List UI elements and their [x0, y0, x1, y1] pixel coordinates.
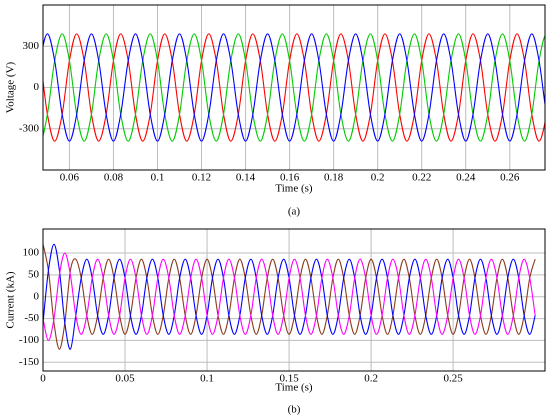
- x-tick-label: 0.18: [324, 172, 344, 184]
- y-tick-label: 50: [28, 268, 40, 280]
- x-tick-label: 0.22: [412, 172, 431, 184]
- y-tick-label: 100: [23, 247, 40, 259]
- wave-line: [43, 244, 536, 350]
- waves: [43, 243, 536, 350]
- y-tick-label: 300: [23, 40, 40, 52]
- x-tick-label: 0.2: [364, 373, 378, 385]
- x-tick-label: 0.15: [279, 373, 299, 385]
- x-tick-label: 0.1: [200, 373, 214, 385]
- y-axis-label: Voltage (V): [5, 61, 17, 113]
- x-tick-label: 0.05: [115, 373, 135, 385]
- x-axis-label: Time (s): [275, 183, 313, 195]
- y-tick-label: -150: [19, 356, 40, 368]
- x-tick-label: 0.1: [151, 172, 165, 184]
- panel: 0.06 0.08 0.1 0.12 0.14 0.16 0.18 0.2 0.22 0.24 0.…: [5, 4, 546, 218]
- x-tick-label: 0.08: [104, 172, 124, 184]
- waves: [43, 33, 545, 142]
- y-tick-label: -300: [19, 122, 40, 134]
- x-tick-label: 0: [40, 373, 46, 385]
- wave-line: [43, 252, 536, 341]
- y-tick-label: -50: [24, 312, 39, 324]
- x-tick-label: 0.24: [456, 172, 476, 184]
- plot-border: [42, 4, 546, 171]
- y-tick-label: 0: [34, 290, 40, 302]
- plot-border: [42, 228, 546, 372]
- panel-caption: (a): [288, 206, 301, 218]
- x-tick-label: 0.14: [236, 172, 256, 184]
- plot-area: [42, 228, 546, 372]
- y-tick-label: 0: [34, 81, 40, 93]
- y-axis-label: Current (kA): [5, 271, 17, 328]
- wave-line: [43, 33, 545, 142]
- x-tick-label: 0.26: [500, 172, 520, 184]
- panel-caption: (b): [288, 404, 301, 416]
- x-tick-label: 0.06: [60, 172, 80, 184]
- x-tick-label: 0.25: [444, 373, 464, 385]
- x-tick-label: 0.2: [371, 172, 385, 184]
- x-tick-label: 0.12: [192, 172, 211, 184]
- y-tick-label: -100: [19, 334, 40, 346]
- x-axis-label: Time (s): [275, 382, 313, 394]
- panel: 0 0.05 0.1 0.15 0.2 0.25 -150 -100 -50 0 50 100 Time…: [5, 228, 546, 416]
- x-tick-label: 0.16: [280, 172, 300, 184]
- wave-line: [43, 33, 545, 142]
